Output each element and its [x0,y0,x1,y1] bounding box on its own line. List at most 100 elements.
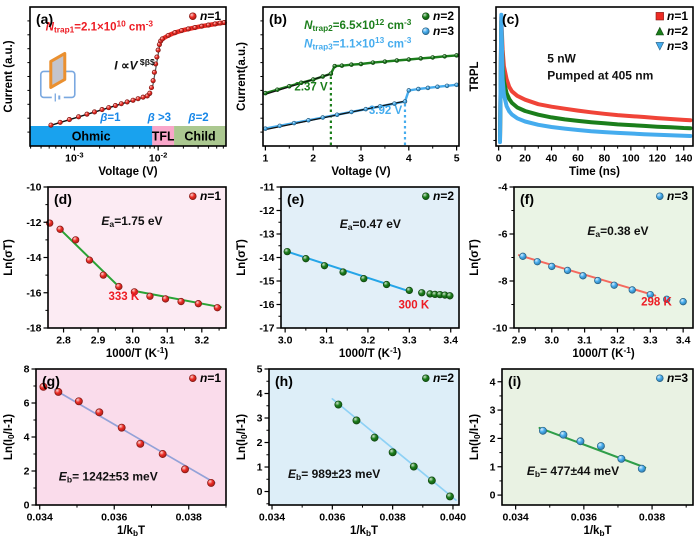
data-point-marker [382,280,391,289]
legend: n=2 [422,371,454,385]
y-tick-label: -13 [259,229,274,241]
legend: n=1 [189,189,221,203]
series-group [331,398,457,501]
axes: 2.8 2.9 3.0 3.1 3.2 -10 -12 -14 -16 -18 [26,182,227,347]
panel-e: Ea=0.47 eV 300 K 3.0 3.1 3.2 3.3 3.4 -11 -12 -13 -… [233,180,466,362]
region-bar-tfl [152,126,175,146]
data-point-marker [360,274,368,283]
data-point-marker [263,90,268,96]
data-point-marker [283,247,291,256]
data-point-marker [39,382,48,391]
data-point-marker [161,295,170,303]
chart-f: Ea=0.38 eV 298 K 2.9 3.0 3.1 3.2 3.3 3.4 -4 -6 -8 -… [469,182,694,360]
x-axis-title: 1/kbT [350,525,378,538]
data-point-marker [177,297,185,306]
y-tick-label: 3 [257,413,263,425]
y-tick-label: 6 [24,398,30,410]
y-axis-title: TRPL [469,61,481,91]
data-point-marker [146,292,154,300]
x-tick-label: 0.036 [101,512,127,524]
chart-h: Eb= 989±23 meV 0.034 0.036 0.038 0.040 0 1 2 3 4 5… [236,364,467,538]
annotation-text: β >3 [147,112,171,124]
data-point-marker [610,281,618,289]
data-point-marker [656,192,664,200]
panel-label: (h) [275,373,293,389]
data-point-marker [263,126,268,131]
axes: 0.034 0.036 0.038 0 2 4 6 8 [24,364,227,524]
data-point-marker [136,439,145,448]
series-group [39,382,216,487]
annotation-text: Ntrap3=1.1×1013 cm-3 [304,35,412,51]
data-point-marker [192,25,198,31]
y-tick-label: 8 [24,364,30,376]
data-point-marker [106,105,112,111]
region-bar-label: TFL [152,130,175,144]
data-point-marker [165,32,171,39]
annotation-text: 298 K [641,296,672,308]
region-bar-ohmic [30,126,153,146]
y-tick-label: 2 [490,433,496,445]
legend-label: n=2 [433,371,454,385]
y-tick-label: -15 [259,276,274,288]
panel-d: Ea=1.75 eV 333 K 2.8 2.9 3.0 3.1 3.2 -10 -12 -14 -… [0,180,233,362]
chart-g: Eb= 1242±53 meV 0.034 0.036 0.038 0 2 4 6 8 1/kbT… [3,364,227,538]
x-tick-label: 0.034 [259,512,285,524]
x-tick-label: 3.3 [402,335,417,347]
panel-f: Ea=0.38 eV 298 K 2.9 3.0 3.1 3.2 3.3 3.4 -4 -6 -8 -… [466,180,700,362]
data-point-marker [95,408,104,417]
y-tick-label: -10 [492,323,507,335]
data-point-marker [189,192,197,200]
y-tick-label: -18 [26,323,41,335]
legend: n=1n=2n=3 [655,9,688,53]
y-tick-label: -6 [498,229,507,241]
data-point-marker [275,87,280,92]
series-group [48,20,227,128]
data-point-marker [418,289,426,297]
series-line-n1-decay [498,15,693,142]
region-bar-label: Ohmic [72,130,111,144]
series-group [283,247,454,300]
data-point-marker [596,442,605,451]
plot-background [514,187,693,328]
y-tick-label: -11 [260,182,275,194]
annotation-text: Ea=1.75 eV [101,214,162,229]
y-tick-label: 1 [490,461,496,473]
data-point-marker [84,111,90,117]
x-tick-label: 3.3 [643,335,658,347]
y-axis-title: Current(a.u.) [236,42,248,111]
x-tick-label: 3.1 [160,335,175,347]
data-point-marker [446,292,454,300]
series-group [498,12,693,145]
x-tick-label: 3 [358,153,364,165]
data-point-marker [212,21,218,27]
annotation-text: Ea=0.38 eV [587,224,648,239]
x-axis-title: 1000/T (K-1) [572,345,635,360]
axes: 0.034 0.036 0.038 0.040 0 1 2 3 4 5 [257,364,467,524]
panel-i: Eb= 477±44 meV 0.034 0.036 0.038 0 1 2 3 4 1/kbT L… [466,362,700,539]
data-point-marker [349,62,354,67]
data-point-marker [74,397,83,406]
legend-label: n=1 [200,189,221,203]
x-tick-label: 0.036 [571,512,597,524]
data-point-marker [130,288,139,296]
data-point-marker [181,465,189,474]
data-point-marker [655,42,665,51]
chart-a: Ohmic TFL Child Ntrap1=2.1×1010 cm-3 I ∝V $β… [3,6,227,178]
data-point-marker [454,82,459,88]
data-point-marker [617,454,626,463]
data-point-marker [655,26,665,36]
data-point-marker [409,462,418,471]
data-point-marker [328,71,334,76]
y-tick-label: -17 [259,323,274,335]
data-point-marker [155,47,161,53]
data-point-marker [548,262,556,271]
plot-background [269,369,459,505]
x-tick-label: 4 [406,153,412,165]
x-tick-label: 120 [649,153,667,165]
x-axis-title: 1000/T (K-1) [339,345,402,360]
x-tick-label: 5 [454,153,460,165]
series-group [263,53,459,131]
series-line-n3-decay [498,12,693,145]
x-axis-title: 1/kbT [583,525,611,538]
annotation-text: Eb= 477±44 meV [527,464,619,479]
